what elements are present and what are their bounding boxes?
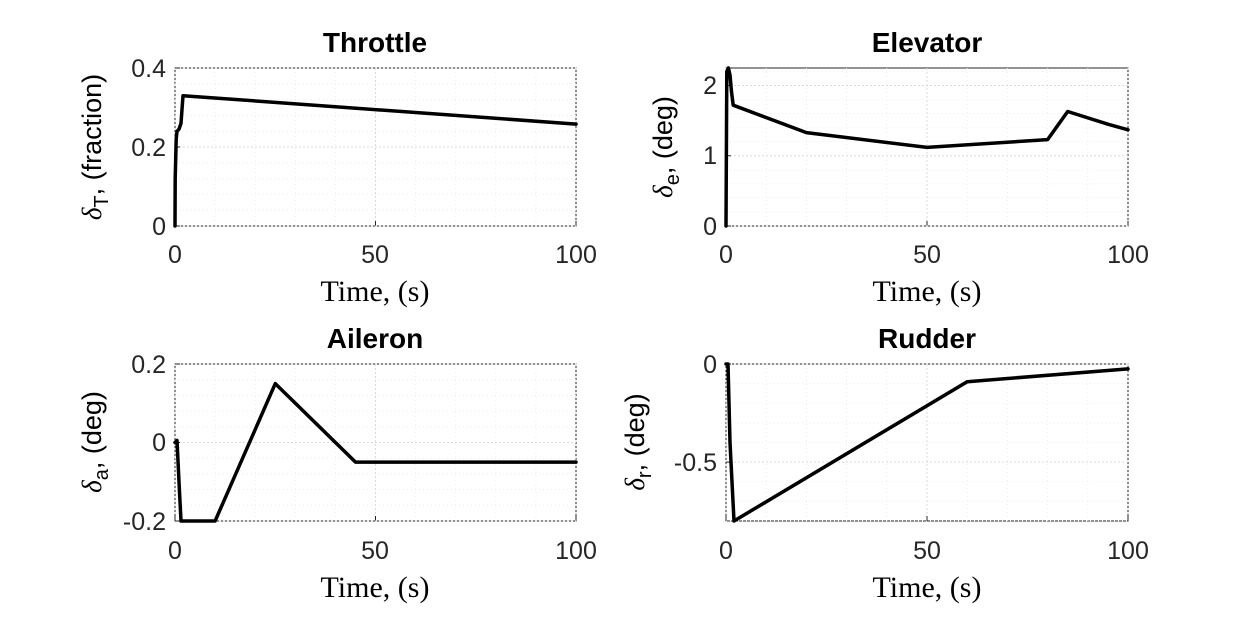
y-axis-label: δT, (fraction) (77, 74, 113, 220)
y-axis-symbol: δ (77, 207, 107, 220)
y-axis-symbol: δ (648, 185, 678, 198)
y-axis-label: δe, (deg) (648, 96, 684, 198)
y-axis-suffix: , (deg) (620, 393, 650, 471)
series-line (724, 362, 1130, 523)
y-axis-label: δa, (deg) (77, 391, 113, 493)
y-tick-label: -0.2 (123, 508, 166, 536)
y-axis-suffix: , (deg) (648, 96, 678, 174)
chart-title: Throttle (323, 27, 427, 58)
x-tick-label: 0 (719, 537, 733, 565)
series-layer (724, 362, 1130, 523)
subplot-rudder: Rudder 0 -0.5 0 50 100 Time, (s) δr, (de… (620, 323, 1149, 604)
x-tick-label: 50 (913, 241, 941, 269)
x-axis-label: Time, (s) (321, 571, 430, 604)
chart-title: Rudder (878, 323, 976, 354)
y-tick-label: 1 (703, 142, 717, 170)
y-tick-label: -0.5 (674, 449, 717, 477)
y-tick-label: 0 (703, 351, 717, 379)
x-tick-label: 50 (361, 241, 389, 269)
y-axis-subscript: r (634, 471, 656, 478)
y-axis-suffix: , (deg) (77, 391, 107, 469)
y-axis-symbol: δ (620, 478, 650, 491)
y-axis-suffix: , (fraction) (77, 74, 107, 196)
series-line (173, 93, 578, 228)
y-tick-label: 0 (152, 213, 166, 241)
grid (725, 363, 1129, 522)
x-axis-label: Time, (s) (873, 275, 982, 308)
y-axis-subscript: e (662, 174, 684, 185)
x-axis-label: Time, (s) (321, 275, 430, 308)
y-axis-symbol: δ (77, 480, 107, 493)
grid (174, 363, 577, 522)
x-tick-label: 0 (719, 241, 733, 269)
x-tick-label: 0 (168, 241, 182, 269)
y-tick-label: 2 (703, 72, 717, 100)
subplot-aileron: Aileron 0.2 0 -0.2 0 50 100 Time, (s) δa… (77, 323, 597, 604)
y-axis-label: δr, (deg) (620, 393, 656, 490)
x-tick-label: 0 (168, 537, 182, 565)
subplot-elevator: Elevator 2 1 0 0 50 100 Time, (s) δe, (d… (648, 27, 1149, 308)
x-tick-label: 50 (913, 537, 941, 565)
x-tick-label: 50 (361, 537, 389, 565)
x-tick-label: 100 (555, 241, 597, 269)
series-layer (724, 66, 1130, 228)
x-tick-label: 100 (555, 537, 597, 565)
x-tick-label: 100 (1107, 241, 1149, 269)
chart-title: Aileron (327, 323, 423, 354)
y-tick-label: 0.2 (131, 351, 166, 379)
grid (174, 67, 577, 227)
chart-title: Elevator (872, 27, 983, 58)
y-axis-subscript: T (91, 195, 113, 207)
y-tick-label: 0.4 (131, 55, 166, 83)
series-line (173, 381, 578, 523)
y-tick-label: 0 (152, 429, 166, 457)
y-tick-label: 0 (703, 213, 717, 241)
y-tick-label: 0.2 (131, 134, 166, 162)
series-layer (173, 93, 578, 228)
x-tick-label: 100 (1107, 537, 1149, 565)
series-layer (173, 381, 578, 523)
x-axis-label: Time, (s) (873, 571, 982, 604)
y-axis-subscript: a (91, 468, 113, 480)
subplot-throttle: Throttle 0.4 0.2 0 0 50 100 Time, (s) δT… (77, 27, 597, 308)
series-line (724, 66, 1130, 228)
